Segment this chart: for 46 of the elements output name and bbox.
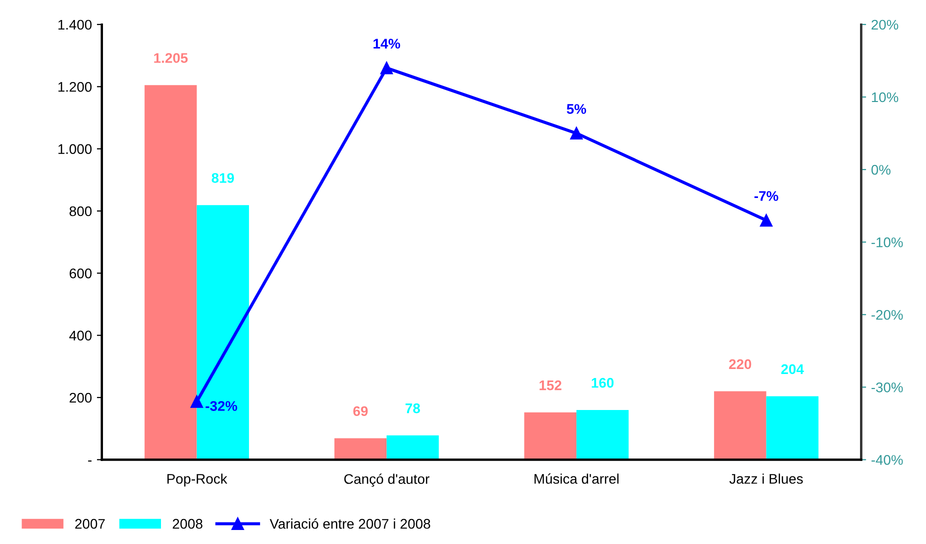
data-label: 160 <box>592 378 614 388</box>
data-label: 1.205 <box>154 53 188 63</box>
data-label: -32% <box>206 401 238 411</box>
bar <box>334 438 387 460</box>
y2-tick-label: -20% <box>872 310 903 320</box>
y2-tick-label: -30% <box>872 382 903 392</box>
x-tick-label: Música d'arrel <box>534 473 619 484</box>
bar <box>386 435 439 460</box>
y2-tick-label: 10% <box>872 92 898 102</box>
bar <box>576 410 629 460</box>
data-label: 5% <box>566 104 586 114</box>
bar <box>144 85 197 460</box>
data-label: 14% <box>374 38 400 49</box>
x-tick-label: Jazz i Blues <box>729 474 803 484</box>
data-label: 78 <box>406 403 420 414</box>
legend-label: Variació entre 2007 i 2008 <box>270 518 430 529</box>
y-tick-label: 1.000 <box>58 144 92 154</box>
bar <box>524 412 576 460</box>
x-tick-label: Pop-Rock <box>167 474 228 487</box>
data-label: 69 <box>353 406 368 416</box>
point <box>760 214 773 227</box>
bar <box>714 391 766 460</box>
y-tick-label: 200 <box>70 392 92 403</box>
y-tick-label: 600 <box>70 268 92 278</box>
data-label: -7% <box>754 191 778 201</box>
point <box>570 127 583 140</box>
y-tick-label: - <box>88 460 92 462</box>
y2-tick-label: -10% <box>872 237 903 248</box>
bar <box>766 396 818 460</box>
data-label: 152 <box>540 380 562 390</box>
legend-label: 2007 <box>75 518 105 529</box>
y2-tick-label: 20% <box>872 20 898 30</box>
y2-tick-label: -40% <box>872 455 903 465</box>
legend-label: 2008 <box>172 518 202 529</box>
data-label: 204 <box>781 364 804 374</box>
point <box>190 395 204 408</box>
point <box>380 62 393 74</box>
y-tick-label: 1.200 <box>58 82 92 92</box>
y2-tick-label: 0% <box>871 164 890 175</box>
y-tick-label: 1.400 <box>58 20 92 30</box>
data-label: 220 <box>729 359 752 370</box>
bar <box>196 205 249 460</box>
x-tick-label: Cançó d'autor <box>344 474 430 487</box>
y-tick-label: 800 <box>70 206 92 216</box>
y-tick-label: 400 <box>69 330 92 341</box>
data-label: 819 <box>212 173 234 183</box>
